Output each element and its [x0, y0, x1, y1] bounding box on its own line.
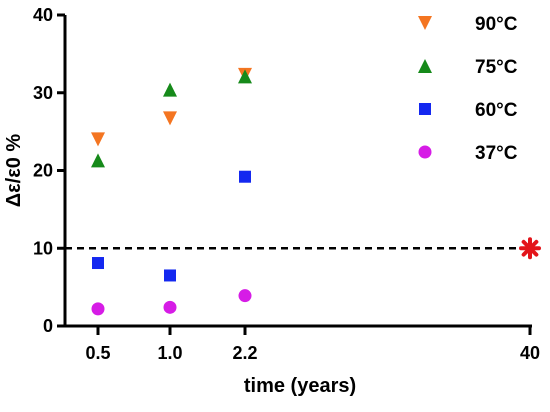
- legend-label: 60°C: [475, 100, 518, 121]
- x-tick-label: 2.2: [232, 343, 257, 363]
- legend-label: 37°C: [475, 143, 518, 164]
- y-tick-label: 0: [43, 316, 53, 336]
- data-point-60c: [92, 257, 104, 270]
- asterisk-stroke: [521, 239, 539, 257]
- data-point-37c: [238, 289, 252, 303]
- legend-marker: [418, 16, 432, 30]
- legend-label: 90°C: [475, 14, 518, 35]
- ticks: 0 10 20 30 40 0.5 1.0 2.2 40: [33, 5, 540, 363]
- data-point-60c: [239, 170, 251, 183]
- data-point-90c: [163, 111, 177, 126]
- data-point-75c: [91, 153, 105, 168]
- data-point-60c: [164, 269, 176, 282]
- data-point-37c: [163, 300, 177, 314]
- x-axis-title: time (years): [244, 375, 356, 397]
- y-tick-label: 10: [33, 238, 53, 258]
- x-tick-label: 0.5: [85, 343, 110, 363]
- legend-marker: [419, 103, 431, 115]
- y-axis-title: Δε/ε0 %: [3, 134, 25, 208]
- legend-marker: [418, 145, 432, 159]
- highlight-point-asterisk: [519, 237, 541, 260]
- y-tick-label: 30: [33, 83, 53, 103]
- x-tick-label: 40: [520, 343, 540, 363]
- y-tick-label: 20: [33, 161, 53, 181]
- y-tick-label: 40: [33, 5, 53, 25]
- data-point-75c: [163, 82, 177, 97]
- axes: [63, 15, 532, 328]
- data-point-37c: [91, 302, 105, 316]
- x-tick-label: 1.0: [157, 343, 182, 363]
- legend: 90°C 75°C 60°C 37°C: [418, 14, 518, 164]
- data-point-75c: [238, 69, 252, 84]
- legend-marker: [418, 59, 432, 73]
- data-points: [91, 67, 541, 316]
- data-point-90c: [91, 132, 105, 147]
- legend-label: 75°C: [475, 57, 518, 78]
